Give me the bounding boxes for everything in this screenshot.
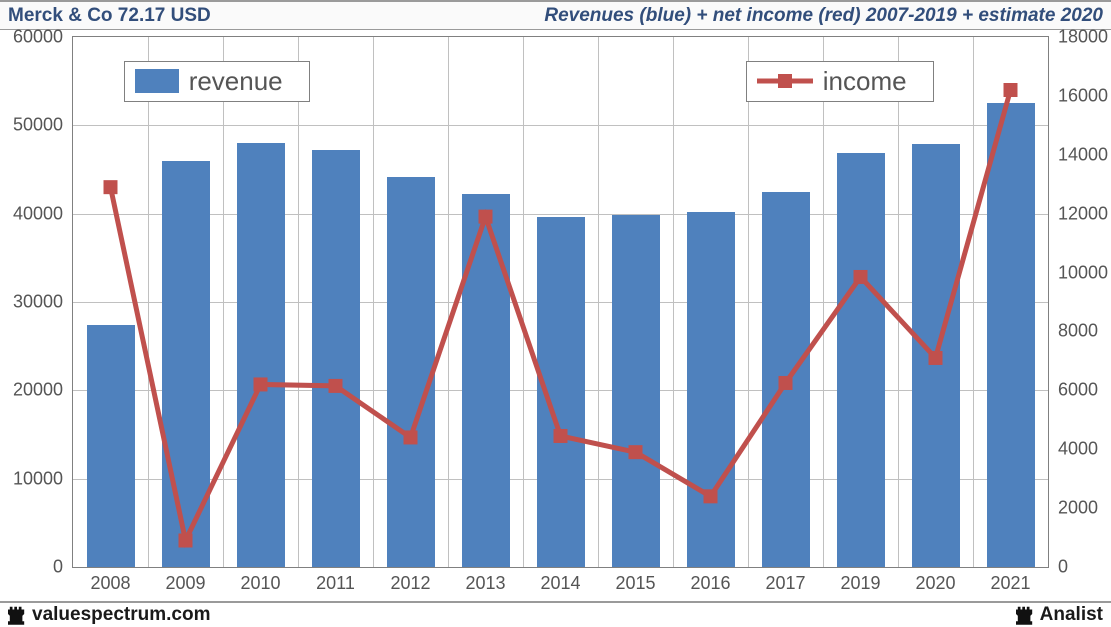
ytick-right: 10000 [1058,262,1108,283]
gridline-h [73,125,1048,126]
ytick-left: 40000 [13,203,63,224]
chart-frame: Merck & Co 72.17 USD Revenues (blue) + n… [0,0,1111,627]
bar-2019 [837,153,885,567]
ytick-right: 12000 [1058,203,1108,224]
bar-2011 [312,150,360,567]
gridline-v [598,37,599,567]
gridline-v [973,37,974,567]
xtick: 2016 [690,573,730,594]
ytick-right: 4000 [1058,439,1098,460]
bar-2015 [612,215,660,567]
ytick-right: 16000 [1058,85,1108,106]
xtick: 2010 [240,573,280,594]
gridline-v [523,37,524,567]
gridline-v [373,37,374,567]
rook-icon [8,605,26,625]
income-marker-2021 [1004,83,1018,97]
ytick-right: 2000 [1058,498,1098,519]
ytick-left: 30000 [13,292,63,313]
xtick: 2008 [90,573,130,594]
legend-swatch-bar [135,69,179,93]
bar-2010 [237,143,285,567]
gridline-v [223,37,224,567]
ytick-left: 50000 [13,115,63,136]
xtick: 2012 [390,573,430,594]
bar-2008 [87,325,135,567]
chart-footer: valuespectrum.com Analist [0,601,1111,627]
legend-income: income [746,61,934,102]
xtick: 2015 [615,573,655,594]
xtick: 2011 [316,573,355,594]
xtick: 2021 [990,573,1030,594]
ytick-right: 8000 [1058,321,1098,342]
ytick-left: 20000 [13,380,63,401]
xtick: 2019 [840,573,880,594]
bar-2014 [537,217,585,567]
bar-2020 [912,144,960,567]
xtick: 2009 [165,573,205,594]
gridline-v [823,37,824,567]
ytick-left: 10000 [13,468,63,489]
chart-header: Merck & Co 72.17 USD Revenues (blue) + n… [0,0,1111,30]
ytick-right: 0 [1058,557,1068,578]
gridline-v [298,37,299,567]
legend-label: income [823,66,907,97]
gridline-v [673,37,674,567]
footer-left: valuespectrum.com [8,604,210,626]
bar-2013 [462,194,510,567]
gridline-v [898,37,899,567]
bar-2016 [687,212,735,567]
bar-2009 [162,161,210,567]
ytick-right: 6000 [1058,380,1098,401]
rook-icon [1016,605,1034,625]
ytick-left: 60000 [13,27,63,48]
bar-2021 [987,103,1035,567]
bar-2012 [387,177,435,567]
gridline-v [748,37,749,567]
legend-label: revenue [189,66,283,97]
header-title-left: Merck & Co 72.17 USD [8,5,211,27]
ytick-right: 14000 [1058,144,1108,165]
footer-right-text: Analist [1040,604,1103,626]
header-title-right: Revenues (blue) + net income (red) 2007-… [544,5,1103,27]
plot-area: 0100002000030000400005000060000020004000… [72,36,1049,568]
gridline-v [448,37,449,567]
xtick: 2014 [540,573,580,594]
xtick: 2020 [915,573,955,594]
legend-revenue: revenue [124,61,310,102]
ytick-right: 18000 [1058,27,1108,48]
income-marker-2008 [104,180,118,194]
footer-right: Analist [1016,604,1103,626]
gridline-h [73,214,1048,215]
ytick-left: 0 [53,557,63,578]
legend-swatch-line [757,69,813,93]
gridline-v [148,37,149,567]
footer-left-text: valuespectrum.com [32,604,210,626]
bar-2017 [762,192,810,567]
xtick: 2017 [765,573,805,594]
xtick: 2013 [465,573,505,594]
